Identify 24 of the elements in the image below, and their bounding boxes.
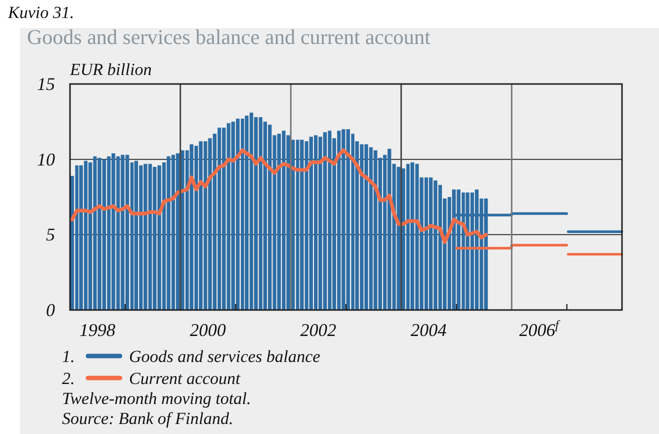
x-tick-label: 2004	[410, 320, 447, 340]
text: 2.	[62, 369, 75, 388]
legend-label: Goods and services balance	[129, 347, 321, 366]
chart-title: Goods and services balance and current account	[27, 25, 431, 49]
bar	[364, 144, 368, 310]
text: 1.	[62, 347, 75, 366]
legend-label: Current account	[129, 369, 242, 388]
line-series	[70, 148, 488, 244]
y-tick-label: 10	[37, 149, 55, 170]
bar	[134, 160, 138, 310]
y-tick-label: 15	[37, 74, 55, 94]
y-tick-label: 5	[46, 224, 55, 245]
x-tick-label: 2002	[300, 320, 336, 340]
source-note: Source: Bank of Finland.	[62, 409, 234, 428]
bar	[198, 141, 203, 310]
bar	[244, 116, 249, 310]
text: Kuvio 31.	[7, 3, 74, 22]
x-tick-label: 2000	[190, 320, 226, 340]
y-tick-label: 0	[46, 300, 55, 320]
text: Twelve-month moving total.	[62, 389, 252, 408]
y-axis-title: EUR billion	[69, 60, 152, 79]
x-tick-label: 1998	[79, 320, 116, 340]
x-tick-label: 2006$^{f}$	[519, 318, 560, 340]
bar	[125, 154, 130, 310]
